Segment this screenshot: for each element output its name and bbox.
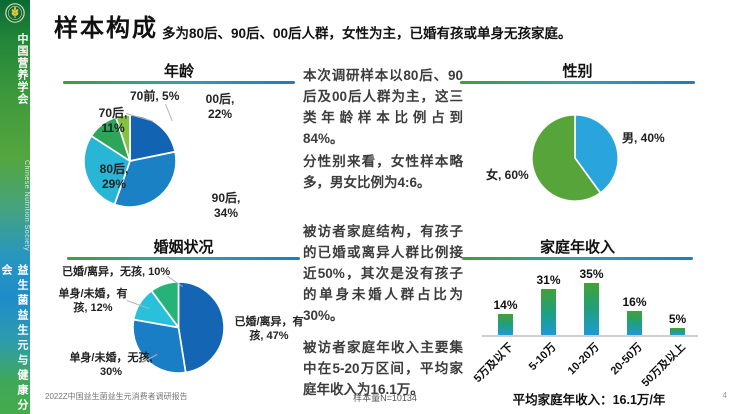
page-title: 样本构成	[54, 15, 158, 42]
pie-slice-女	[531, 114, 602, 202]
bar-value-label: 5%	[668, 311, 687, 326]
paragraph-gender: 分性别来看，女性样本略多，男女比例为4:6。	[303, 154, 463, 190]
bar-column: 31%	[527, 272, 570, 335]
pie-slice-80后	[83, 135, 131, 206]
bar-10-20万	[584, 282, 599, 335]
gender-pie-chart	[531, 114, 619, 202]
gender-label-male: 男, 40%	[622, 131, 665, 145]
marital-label-single-kids: 单身/未婚，有孩, 12%	[58, 288, 128, 314]
bar-tick-label: 20-50万	[608, 341, 646, 378]
marital-label-married-kids: 已婚/离异，有孩, 47%	[234, 316, 304, 342]
marital-pie-chart	[132, 281, 225, 374]
income-average-label: 平均家庭年收入：	[512, 393, 613, 407]
bar-tick-label: 5-10万	[527, 341, 560, 373]
gender-title-underline	[460, 81, 695, 84]
bar-tick-label: 50万及以上	[639, 341, 689, 390]
income-bar-chart: 14% 5万及以下 31% 5-10万 35% 10-20万 16% 20-50万 5% 50万及…	[472, 260, 699, 390]
age-label-90s: 90后, 34%	[211, 191, 241, 220]
bar-value-label: 35%	[579, 266, 604, 281]
income-x-axis	[482, 335, 698, 337]
marital-label-married-nokids: 已婚/离异，无孩, 10%	[62, 266, 171, 278]
income-title-underline	[462, 257, 693, 260]
gender-label-female: 女, 60%	[486, 168, 529, 182]
bar-value-label: 31%	[536, 272, 561, 287]
age-label-80s: 80后, 29%	[99, 162, 129, 191]
pie-slice-已婚/离异，有孩	[177, 281, 225, 374]
bar-20-50万	[627, 311, 642, 335]
age-label-70s: 70后, 11%	[98, 106, 128, 135]
bar-tick-label: 10-20万	[565, 341, 603, 378]
age-title-underline	[63, 81, 295, 84]
gender-chart-title: 性别	[562, 63, 593, 80]
bar-value-label: 16%	[622, 295, 647, 309]
pie-slice-90后	[113, 150, 177, 208]
paragraph-income: 被访者家庭年收入主要集中在5-20万区间，平均家庭年收入为16.1万。	[303, 340, 463, 397]
income-average-caption: 平均家庭年收入：16.1万/年	[475, 389, 703, 408]
page-subtitle: 多为80后、90后、00后人群，女性为主，已婚有孩或单身无孩家庭。	[162, 26, 572, 41]
sidebar: 中国营养学会 Chinese Nutrition Society 益生菌益生元与…	[0, 0, 30, 414]
bar-value-label: 14%	[493, 298, 518, 312]
bar-column: 35%	[570, 266, 613, 335]
sidebar-org-name-cn: 中国营养学会	[16, 33, 28, 105]
bar-column: 5%	[656, 311, 699, 335]
bar-tick-label: 5万及以下	[472, 341, 517, 386]
sidebar-org-name-en: Chinese Nutrition Society	[23, 160, 30, 252]
footer-sample-size: 样本量N=10134	[353, 393, 417, 403]
paragraph-family: 被访者家庭结构，有孩子的已婚或离异人群比例接近50%，其次是没有孩子的单身未婚人…	[303, 224, 463, 323]
cns-logo-icon	[5, 3, 25, 23]
marital-label-single-nokids: 单身/未婚，无孩, 30%	[69, 352, 153, 378]
pie-slice-男	[574, 114, 619, 194]
bar-5万及以下	[498, 314, 513, 335]
footer-page-number: 4	[722, 391, 727, 400]
sidebar-branch-name: 益生菌益生元与健康分会	[0, 264, 28, 414]
age-chart-title: 年龄	[163, 63, 194, 80]
bar-50万及以上	[670, 327, 685, 335]
income-chart-title: 家庭年收入	[539, 239, 615, 256]
income-average-value: 16.1万/年	[612, 393, 666, 407]
footer-report-title: 2022Z中国益生菌益生元消费者调研报告	[45, 392, 188, 401]
bar-column: 14%	[484, 298, 527, 335]
age-label-70pre: 70前, 5%	[130, 89, 180, 103]
age-label-00s: 00后, 22%	[205, 92, 235, 121]
bar-column: 16%	[613, 295, 656, 335]
paragraph-age: 本次调研样本以80后、90后及00后人群为主，这三类年龄样本比例占到84%。	[303, 68, 463, 146]
bar-5-10万	[541, 288, 556, 335]
marital-title-underline	[67, 257, 300, 260]
pie-slice-已婚/离异，无孩	[150, 281, 180, 329]
marital-chart-title: 婚姻状况	[153, 239, 214, 256]
